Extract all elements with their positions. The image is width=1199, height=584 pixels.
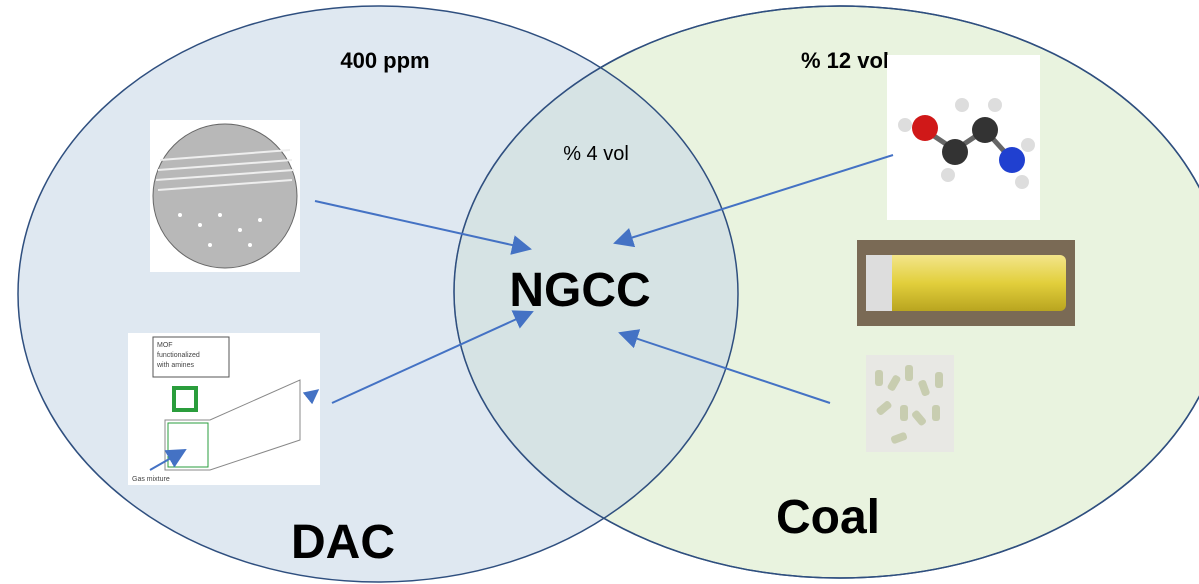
mof-inlet: Gas mixture bbox=[132, 476, 170, 483]
molecule-image bbox=[887, 55, 1040, 220]
venn-diagram: 400 ppm % 12 vol % 4 vol NGCC DAC Coal M… bbox=[0, 0, 1199, 584]
pellets-image bbox=[866, 355, 954, 452]
right-label: Coal bbox=[776, 491, 880, 544]
overlap-label: NGCC bbox=[509, 264, 650, 317]
overlap-concentration: % 4 vol bbox=[563, 143, 629, 165]
mof-image: MOF functionalized with amines Gas mixtu… bbox=[128, 333, 320, 485]
left-concentration: 400 ppm bbox=[340, 48, 429, 73]
mof-callout: functionalized bbox=[157, 352, 200, 359]
fiber-image bbox=[150, 120, 300, 272]
mof-callout: with amines bbox=[156, 362, 194, 369]
cartridge-image bbox=[857, 240, 1075, 326]
mof-callout: MOF bbox=[157, 342, 173, 349]
right-concentration: % 12 vol bbox=[801, 48, 889, 73]
left-label: DAC bbox=[291, 516, 395, 569]
